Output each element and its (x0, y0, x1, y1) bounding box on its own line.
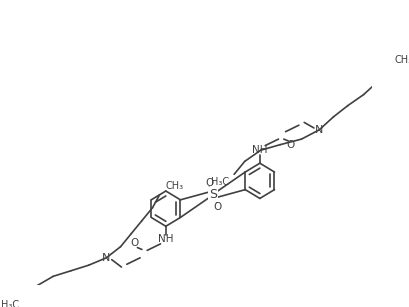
Text: N: N (102, 253, 110, 263)
Text: H₃C: H₃C (210, 177, 228, 187)
Text: NH: NH (158, 234, 173, 244)
Text: H₃C: H₃C (1, 300, 19, 307)
Text: N: N (315, 125, 323, 135)
Text: CH₃: CH₃ (165, 181, 184, 191)
Text: O: O (130, 238, 139, 248)
Text: O: O (286, 140, 294, 150)
Text: S: S (208, 188, 216, 201)
Text: NH: NH (252, 145, 267, 155)
Text: O: O (213, 202, 221, 212)
Text: O: O (204, 178, 213, 188)
Text: CH₃: CH₃ (394, 55, 409, 65)
